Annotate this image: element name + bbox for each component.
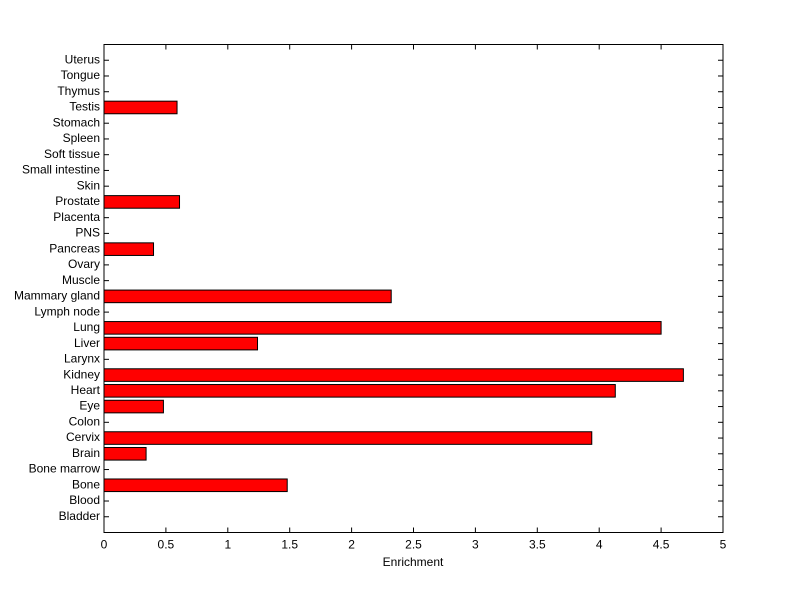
x-tick-label: 2.5 bbox=[405, 538, 422, 552]
x-tick-label: 0 bbox=[101, 538, 108, 552]
bar bbox=[103, 399, 164, 414]
bar bbox=[103, 100, 178, 115]
y-tick-label: Larynx bbox=[64, 352, 100, 366]
y-tick-label: Bone marrow bbox=[29, 462, 101, 476]
y-tick-label: Tongue bbox=[61, 68, 101, 82]
x-tick-label: 4.5 bbox=[653, 538, 670, 552]
bar bbox=[103, 431, 593, 445]
x-tick-label: 1.5 bbox=[281, 538, 298, 552]
y-tick-label: Blood bbox=[69, 493, 100, 507]
y-tick-label: Stomach bbox=[53, 115, 100, 129]
y-tick-label: Muscle bbox=[62, 273, 100, 287]
x-tick-label: 0.5 bbox=[158, 538, 175, 552]
y-tick-label: Colon bbox=[69, 414, 100, 428]
y-tick-label: Soft tissue bbox=[44, 147, 100, 161]
y-tick-label: Kidney bbox=[63, 367, 100, 381]
y-tick-label: Liver bbox=[74, 336, 100, 350]
bar bbox=[103, 289, 392, 304]
y-tick-label: Mammary gland bbox=[14, 289, 100, 303]
y-tick-label: Brain bbox=[72, 446, 100, 460]
y-tick-label: Skin bbox=[77, 178, 100, 192]
y-tick-label: Placenta bbox=[53, 210, 100, 224]
y-tick-label: Cervix bbox=[66, 430, 100, 444]
x-tick-label: 3 bbox=[472, 538, 479, 552]
bar bbox=[103, 242, 155, 256]
x-tick-label: 1 bbox=[224, 538, 231, 552]
y-tick-label: Prostate bbox=[55, 194, 100, 208]
y-tick-label: Lung bbox=[73, 320, 100, 334]
x-tick-label: 5 bbox=[720, 538, 727, 552]
x-tick-label: 3.5 bbox=[529, 538, 546, 552]
y-tick-label: Pancreas bbox=[49, 241, 100, 255]
y-tick-label: Uterus bbox=[65, 52, 100, 66]
y-tick-label: Bladder bbox=[59, 509, 100, 523]
y-tick-label: PNS bbox=[75, 226, 100, 240]
bar bbox=[103, 195, 181, 209]
y-tick-label: Small intestine bbox=[22, 163, 100, 177]
y-tick-label: Thymus bbox=[57, 84, 100, 98]
bar bbox=[103, 446, 147, 461]
bar bbox=[103, 384, 616, 398]
plot-area bbox=[103, 44, 724, 533]
y-tick-label: Spleen bbox=[63, 131, 100, 145]
bar bbox=[103, 336, 259, 351]
y-tick-label: Eye bbox=[79, 399, 100, 413]
bar bbox=[103, 478, 288, 493]
bar bbox=[103, 321, 662, 335]
x-tick-label: 4 bbox=[596, 538, 603, 552]
x-axis-label: Enrichment bbox=[383, 555, 444, 569]
bar bbox=[103, 368, 684, 382]
y-tick-label: Bone bbox=[72, 477, 100, 491]
y-tick-label: Lymph node bbox=[34, 304, 100, 318]
y-tick-label: Ovary bbox=[68, 257, 100, 271]
y-tick-label: Testis bbox=[69, 100, 100, 114]
y-tick-label: Heart bbox=[71, 383, 101, 397]
x-tick-label: 2 bbox=[348, 538, 355, 552]
